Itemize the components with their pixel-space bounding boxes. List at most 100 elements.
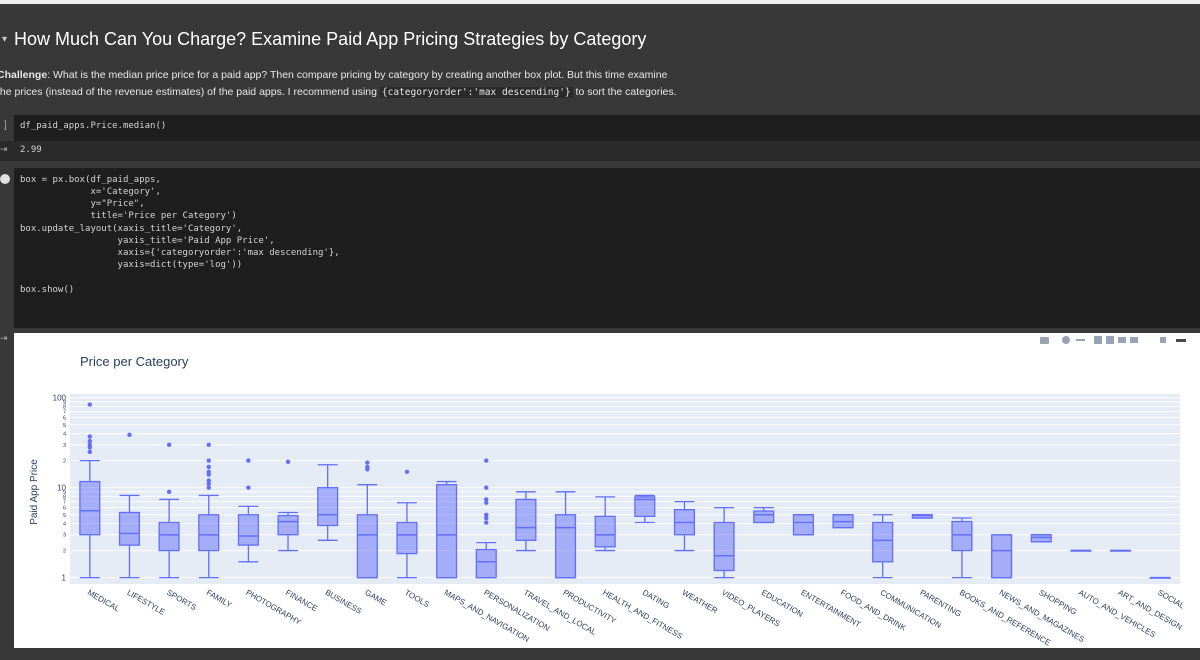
- y-tick-label: 1: [62, 574, 67, 583]
- box: [911, 514, 933, 519]
- code-line: yaxis_title='Paid App Price',: [20, 236, 275, 246]
- collapse-arrow[interactable]: ▾: [2, 34, 8, 45]
- output-area: [0, 141, 1200, 161]
- outlier: [246, 458, 251, 463]
- plot-background: [70, 394, 1180, 584]
- y-tick-label: 5: [63, 423, 66, 429]
- pan-icon[interactable]: [1076, 339, 1085, 341]
- top-bar: [0, 0, 1200, 4]
- bold-text: Challenge: [0, 69, 48, 81]
- y-tick-label: 5: [63, 513, 66, 519]
- box: [1030, 534, 1052, 543]
- code-line: box = px.box(df_paid_apps,: [20, 175, 161, 185]
- outlier: [87, 442, 93, 447]
- outlier: [484, 520, 489, 525]
- y-tick-label: 100: [53, 394, 67, 403]
- code-line: y="Price",: [20, 199, 145, 209]
- text: the prices (instead of the revenue estim…: [0, 86, 380, 98]
- box: [713, 521, 735, 572]
- outlier: [166, 442, 172, 447]
- box: [951, 520, 973, 552]
- outlier: [87, 402, 93, 407]
- outlier: [206, 442, 211, 447]
- outlier: [365, 460, 370, 465]
- bottom-bar: [0, 648, 1200, 660]
- x-tick-label: SPORTS: [165, 588, 198, 612]
- x-tick-label: GAME: [363, 588, 388, 608]
- y-tick-label: 10: [57, 484, 66, 493]
- x-tick-label: TRAVEL_AND_LOCAL: [522, 588, 598, 637]
- box: [277, 514, 299, 536]
- heading: How Much Can You Charge? Examine Paid Ap…: [14, 29, 647, 49]
- box: [237, 514, 259, 546]
- outlier: [206, 469, 211, 475]
- box: [118, 511, 141, 546]
- box: [436, 484, 458, 579]
- x-tick-label: FINANCE: [284, 588, 319, 613]
- y-tick-label: 2: [63, 459, 66, 465]
- box: [396, 521, 418, 555]
- autoscale-icon[interactable]: [1118, 337, 1126, 343]
- box: [515, 498, 537, 541]
- outlier: [484, 497, 489, 502]
- code-cell[interactable]: [14, 168, 1200, 328]
- code-line: yaxis=dict(type='log')): [20, 260, 243, 270]
- outlier: [404, 469, 410, 475]
- y-tick-label: 6: [63, 506, 66, 512]
- output-icon: ⇥: [0, 144, 8, 154]
- y-tick-label: 8: [63, 404, 66, 410]
- x-tick-label: TOOLS: [403, 588, 431, 609]
- y-tick-label: 3: [63, 533, 66, 539]
- chart-title: Price per Category: [80, 354, 189, 369]
- box: [79, 480, 101, 536]
- x-tick-label: DATING: [641, 588, 671, 611]
- code-cell[interactable]: [14, 115, 1200, 141]
- zoom-out-icon[interactable]: [1106, 336, 1114, 344]
- y-tick-label: 4: [63, 432, 66, 438]
- text: to sort the categories.: [572, 86, 677, 98]
- zoom-in-icon[interactable]: [1094, 336, 1102, 344]
- code-line: box.show(): [20, 285, 75, 295]
- spike-icon[interactable]: [1160, 337, 1166, 343]
- run-button[interactable]: [0, 174, 10, 184]
- outlier: [87, 434, 93, 439]
- y-tick-label: 7: [63, 500, 66, 506]
- box: [356, 514, 378, 579]
- code-line: box.update_layout(xaxis_title='Category'…: [20, 224, 243, 234]
- x-tick-label: MEDICAL: [86, 588, 122, 614]
- y-tick-label: 4: [63, 521, 66, 527]
- y-tick-label: 8: [63, 494, 66, 500]
- x-tick-label: WEATHER: [680, 588, 719, 616]
- camera-icon[interactable]: [1040, 337, 1049, 344]
- reset-icon[interactable]: [1130, 337, 1138, 343]
- x-tick-label: BUSINESS: [324, 588, 364, 616]
- paragraph-line: Challenge: What is the median price pric…: [0, 69, 667, 81]
- box: [991, 534, 1013, 579]
- outlier: [484, 512, 489, 517]
- outlier: [246, 485, 251, 490]
- outlier: [127, 432, 132, 438]
- y-tick-label: 3: [63, 443, 66, 449]
- cell-output: 2.99: [20, 145, 42, 155]
- hover-icon[interactable]: [1176, 339, 1186, 342]
- y-tick-label: 2: [63, 549, 66, 555]
- y-tick-label: 9: [63, 490, 66, 496]
- x-tick-label: PERSONALIZATION: [482, 588, 551, 633]
- y-tick-label: 7: [63, 410, 66, 416]
- y-tick-label: 9: [63, 400, 66, 406]
- box: [158, 521, 180, 552]
- outlier: [206, 478, 211, 483]
- zoom-icon[interactable]: [1062, 336, 1070, 344]
- code-line: xaxis={'categoryorder':'max descending'}…: [20, 248, 340, 258]
- code-line: df_paid_apps.Price.median(): [20, 121, 167, 131]
- outlier: [206, 481, 211, 487]
- text: : What is the median price price for a p…: [47, 69, 668, 81]
- x-tick-label: FAMILY: [205, 588, 234, 610]
- outlier: [166, 489, 172, 495]
- code-line: title='Price per Category'): [20, 211, 237, 221]
- paragraph-line: the prices (instead of the revenue estim…: [0, 86, 677, 98]
- y-tick-label: 6: [63, 416, 66, 422]
- outlier: [206, 464, 211, 470]
- box: [594, 515, 616, 548]
